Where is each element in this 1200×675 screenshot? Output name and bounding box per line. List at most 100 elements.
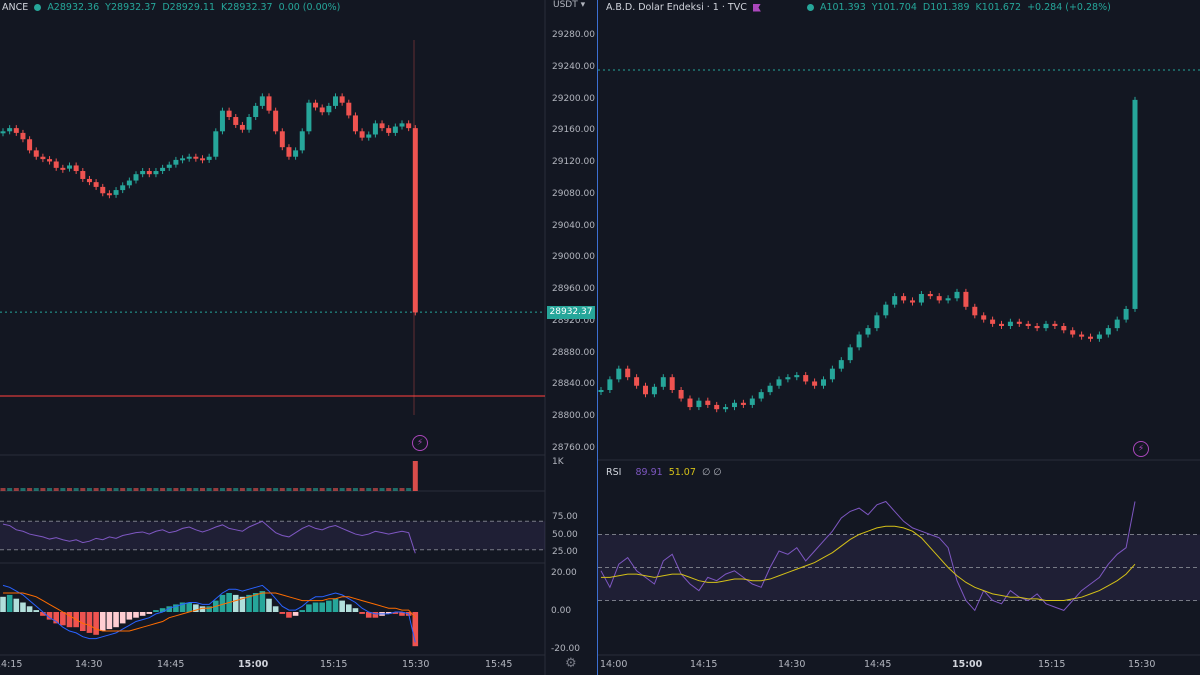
volume-bar — [53, 488, 59, 491]
volume-bar — [392, 488, 398, 491]
candle-body — [266, 96, 272, 111]
candle-body — [892, 296, 898, 305]
macd-histogram-bar — [399, 612, 405, 616]
candle-body — [106, 193, 112, 196]
candle-body — [0, 131, 6, 134]
lightning-icon[interactable]: ⚡ — [412, 435, 428, 451]
candle-body — [352, 115, 358, 132]
volume-bar — [153, 488, 159, 491]
time-axis-label: 15:30 — [402, 659, 430, 670]
volume-bar — [47, 488, 53, 491]
candle-body — [1043, 323, 1049, 329]
volume-bar — [113, 488, 119, 491]
time-axis-label: 15:45 — [485, 659, 513, 670]
price-axis-label: 29160.00 — [552, 125, 595, 136]
volume-bar — [146, 488, 152, 491]
candle-body — [634, 377, 640, 386]
price-axis-label: 28920.00 — [552, 315, 595, 326]
volume-bar — [40, 488, 46, 491]
currency-selector[interactable]: USDT ▾ — [553, 0, 585, 10]
volume-bar — [160, 488, 166, 491]
settings-gear-icon[interactable]: ⚙ — [565, 656, 577, 671]
volume-bar — [186, 488, 192, 491]
candle-body — [918, 294, 924, 303]
candle-body — [186, 156, 192, 159]
candle-body — [53, 161, 59, 168]
macd-histogram-bar — [259, 591, 266, 612]
macd-axis-label: -20.00 — [551, 644, 581, 654]
candle-body — [607, 379, 613, 390]
candle-body — [660, 377, 666, 387]
volume-bar — [173, 488, 179, 491]
ohlc-change: 0.00 (0.00%) — [278, 2, 341, 13]
candle-body — [233, 117, 239, 125]
candle-body — [732, 402, 737, 408]
candle-body — [319, 107, 325, 113]
macd-histogram-bar — [272, 606, 279, 612]
volume-bar — [0, 488, 6, 491]
candle-body — [856, 334, 862, 348]
candle-body — [643, 385, 648, 395]
candle-body — [213, 131, 219, 157]
btc-chart-canvas[interactable] — [0, 0, 597, 675]
macd-histogram-bar — [40, 612, 46, 616]
candle-body — [687, 398, 693, 408]
volume-bar — [259, 488, 265, 491]
volume-bar — [213, 488, 219, 491]
ohlc-close: K101.672 — [975, 2, 1022, 13]
candle-body — [829, 368, 835, 380]
macd-histogram-bar — [99, 612, 106, 631]
btc-chart-panel[interactable]: ANCE A28932.36 Y28932.37 D28929.11 K2893… — [0, 0, 597, 675]
candle-body — [616, 368, 622, 380]
macd-histogram-bar — [106, 612, 113, 630]
candle-body — [972, 306, 978, 316]
volume-bar — [366, 488, 372, 491]
volume-bar — [33, 488, 39, 491]
time-axis-label: 14:30 — [778, 659, 806, 670]
macd-histogram-bar — [13, 598, 20, 612]
macd-histogram-bar — [193, 604, 199, 612]
candle-body — [1061, 326, 1067, 331]
macd-histogram-bar — [392, 612, 399, 614]
volume-bar — [120, 488, 126, 491]
rsi-value: 89.91 — [635, 467, 663, 478]
price-axis-label: 29040.00 — [552, 220, 595, 231]
candle-body — [838, 360, 844, 369]
volume-bar — [20, 488, 26, 491]
dxy-chart-panel[interactable]: A.B.D. Dolar Endeksi · 1 · TVC A101.393 … — [598, 0, 1200, 675]
volume-bar — [93, 488, 99, 491]
candle-body — [47, 159, 53, 162]
panel-divider[interactable] — [597, 0, 598, 675]
candle-body — [93, 182, 99, 187]
candle-body — [1114, 319, 1120, 329]
chevron-down-icon: ▾ — [580, 0, 586, 10]
candle-body — [386, 128, 392, 133]
macd-histogram-bar — [332, 598, 339, 612]
price-axis-label: 29200.00 — [552, 93, 595, 104]
candle-body — [1096, 334, 1102, 339]
candle-body — [999, 323, 1004, 326]
candle-body — [180, 158, 186, 161]
macd-axis-label: 20.00 — [551, 568, 577, 578]
candle-body — [20, 132, 26, 140]
flag-icon[interactable] — [752, 3, 761, 12]
candle-body — [246, 117, 252, 130]
volume-bar — [379, 488, 385, 491]
price-axis-label: 29240.00 — [552, 61, 595, 72]
market-status-icon — [806, 4, 814, 11]
candle-body — [723, 407, 729, 410]
candle-body — [803, 375, 809, 382]
lightning-icon[interactable]: ⚡ — [1133, 441, 1149, 457]
candle-body — [359, 131, 365, 138]
macd-axis-label: 0.00 — [551, 606, 572, 616]
macd-signal-line — [3, 592, 416, 632]
volume-bar — [86, 488, 92, 491]
macd-histogram-bar — [53, 612, 59, 624]
volume-bar — [233, 488, 239, 491]
dxy-chart-canvas[interactable] — [598, 0, 1200, 675]
candle-body — [1079, 334, 1085, 337]
candle-body — [27, 139, 33, 151]
candle-body — [785, 377, 791, 380]
volume-bar — [106, 488, 112, 491]
macd-histogram-bar — [0, 596, 6, 612]
